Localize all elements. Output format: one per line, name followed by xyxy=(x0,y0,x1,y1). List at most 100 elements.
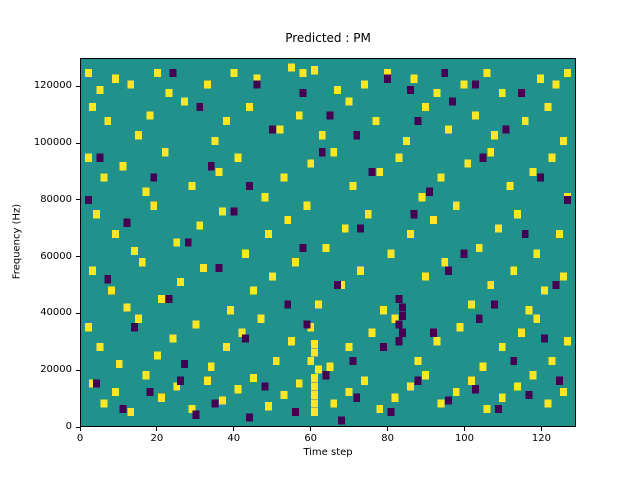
heatmap-cell-low xyxy=(269,125,276,134)
heatmap-cell-high xyxy=(360,376,368,385)
heatmap-cell-high xyxy=(280,173,288,182)
x-tick-mark xyxy=(79,427,81,431)
heatmap-cell-high xyxy=(349,181,357,191)
heatmap-cell-high xyxy=(226,306,234,315)
heatmap-cell-high xyxy=(498,88,506,97)
heatmap-cell-high xyxy=(112,388,119,397)
heatmap-cell-high xyxy=(314,365,322,374)
y-tick-mark xyxy=(76,199,80,201)
heatmap-cell-high xyxy=(498,393,506,402)
heatmap-cell-high xyxy=(563,69,571,78)
heatmap-cell-low xyxy=(471,80,479,89)
y-tick-label: 80000 xyxy=(40,193,72,205)
heatmap-cell-high xyxy=(548,356,556,366)
heatmap-cell-low xyxy=(292,407,299,416)
x-tick-mark xyxy=(156,427,158,431)
heatmap-cell-low xyxy=(410,210,418,219)
y-tick-mark xyxy=(76,85,80,87)
heatmap-cell-high xyxy=(303,201,311,210)
heatmap-cell-high xyxy=(292,258,299,267)
heatmap-cell-high xyxy=(89,266,96,275)
heatmap-cell-high xyxy=(445,125,453,134)
heatmap-cell-high xyxy=(219,207,227,216)
heatmap-cell-low xyxy=(215,263,223,272)
heatmap-cell-low xyxy=(85,196,93,205)
heatmap-cell-high xyxy=(376,167,384,177)
heatmap-cell-low xyxy=(479,153,487,162)
heatmap-cell-high xyxy=(422,102,430,112)
heatmap-cell-low xyxy=(395,294,403,304)
heatmap-cell-low xyxy=(475,314,483,323)
heatmap-cell-high xyxy=(468,376,476,385)
heatmap-cell-high xyxy=(234,153,242,162)
heatmap-cell-high xyxy=(437,173,445,182)
heatmap-cell-low xyxy=(261,382,269,391)
heatmap-cell-high xyxy=(464,159,472,168)
heatmap-cell-high xyxy=(165,88,173,97)
x-tick-mark xyxy=(310,427,312,431)
heatmap-cell-high xyxy=(311,399,319,408)
y-tick-label: 40000 xyxy=(40,307,72,319)
x-tick-label: 80 xyxy=(381,433,394,444)
heatmap-cells xyxy=(85,63,571,425)
plot-area xyxy=(80,58,576,427)
heatmap-cell-high xyxy=(284,215,292,225)
heatmap-cell-high xyxy=(433,88,441,97)
heatmap-cell-high xyxy=(288,337,296,346)
heatmap-cell-low xyxy=(387,407,395,416)
heatmap-cell-high xyxy=(510,266,518,275)
heatmap-cell-high xyxy=(364,210,372,219)
x-tick-label: 40 xyxy=(227,433,241,444)
heatmap-cell-high xyxy=(391,393,399,402)
heatmap-cell-high xyxy=(230,69,238,78)
heatmap-cell-high xyxy=(311,66,319,75)
heatmap-cell-high xyxy=(203,80,211,89)
heatmap-cell-high xyxy=(265,229,273,239)
heatmap-cell-high xyxy=(322,244,330,253)
heatmap-cell-high xyxy=(100,399,108,408)
heatmap-cell-low xyxy=(429,328,437,337)
heatmap-cell-low xyxy=(180,359,188,368)
heatmap-cell-high xyxy=(514,210,522,219)
heatmap-cell-low xyxy=(399,311,407,320)
heatmap-cell-high xyxy=(207,362,215,371)
heatmap-cell-high xyxy=(406,229,414,239)
heatmap-cell-high xyxy=(89,379,96,388)
heatmap-cell-high xyxy=(441,258,449,267)
heatmap-cell-high xyxy=(483,69,491,78)
heatmap-cell-high xyxy=(376,404,384,414)
heatmap-cell-low xyxy=(399,328,407,337)
heatmap-cell-low xyxy=(380,342,387,352)
heatmap-cell-high xyxy=(491,131,499,140)
heatmap-cell-high xyxy=(487,148,495,157)
heatmap-cell-high xyxy=(494,224,502,233)
heatmap-cell-high xyxy=(334,85,342,95)
x-tick-label: 100 xyxy=(454,433,475,444)
heatmap-cell-high xyxy=(475,244,483,253)
heatmap-cell-high xyxy=(433,337,441,346)
heatmap-cell-high xyxy=(249,373,257,383)
heatmap-cell-high xyxy=(200,263,207,272)
heatmap-cell-high xyxy=(112,229,119,239)
chart-title: Predicted : PM xyxy=(285,31,371,45)
heatmap-cell-high xyxy=(414,356,422,366)
heatmap-cell-high xyxy=(154,69,162,78)
heatmap-cell-high xyxy=(307,159,315,168)
heatmap-cell-high xyxy=(471,111,479,120)
heatmap-cell-high xyxy=(154,351,162,360)
heatmap-cell-high xyxy=(146,111,154,120)
heatmap-cell-low xyxy=(92,379,100,388)
x-tick-mark xyxy=(387,427,389,431)
heatmap-cell-low xyxy=(502,125,510,134)
heatmap-cell-high xyxy=(238,328,246,337)
heatmap-cell-low xyxy=(491,300,499,309)
heatmap-cell-high xyxy=(219,396,227,405)
heatmap-cell-high xyxy=(288,63,296,72)
heatmap-cell-high xyxy=(311,407,319,416)
heatmap-cell-high xyxy=(380,306,387,315)
heatmap-cell-low xyxy=(211,399,219,408)
y-tick-mark xyxy=(76,369,80,371)
heatmap-cell-high xyxy=(429,215,437,225)
heatmap-cell-high xyxy=(345,388,353,397)
heatmap-cell-high xyxy=(261,193,269,202)
